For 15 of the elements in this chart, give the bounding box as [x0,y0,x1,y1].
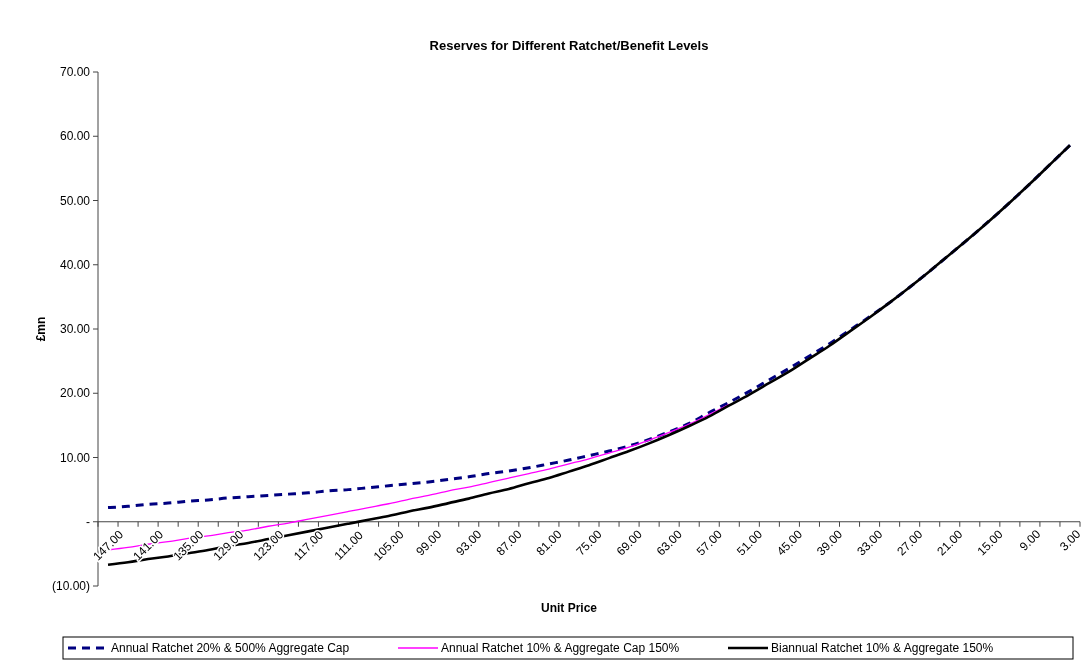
y-axis-title: £mn [34,316,48,342]
y-tick-label: - [86,514,90,529]
chart-title: Reserves for Different Ratchet/Benefit Levels [429,38,709,53]
y-tick-label: 70.00 [59,65,91,80]
y-tick-label: 40.00 [59,257,91,272]
y-tick-label: 20.00 [59,386,91,401]
legend-label: Biannual Ratchet 10% & Aggregate 150% [771,641,994,656]
y-tick-label: 60.00 [59,129,91,144]
legend-label: Annual Ratchet 20% & 500% Aggregate Cap [111,641,350,656]
y-tick-label: 10.00 [59,450,91,465]
y-tick-label: 50.00 [59,193,91,208]
y-tick-label: 30.00 [59,322,91,337]
legend-label: Annual Ratchet 10% & Aggregate Cap 150% [441,641,680,656]
y-tick-label: (10.00) [51,579,90,594]
x-axis-title: Unit Price [540,601,598,615]
